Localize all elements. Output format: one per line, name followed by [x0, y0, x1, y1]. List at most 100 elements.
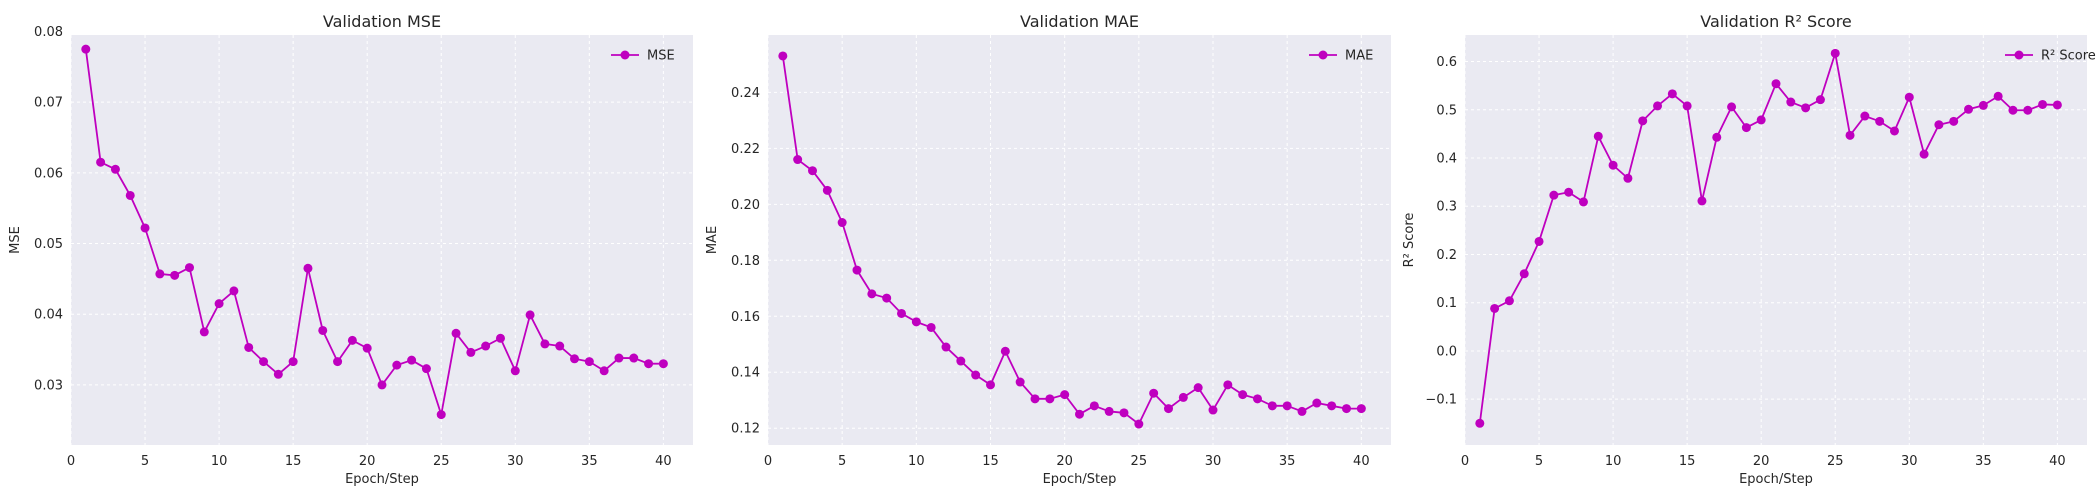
series-line	[781, 55, 1362, 425]
data-point	[421, 364, 431, 374]
data-point	[1549, 190, 1559, 200]
x-tick-label: 5	[141, 454, 149, 469]
x-axis-label: Epoch/Step	[345, 472, 419, 487]
data-point	[1697, 196, 1707, 206]
x-tick-label: 40	[2049, 454, 2066, 469]
series-line	[84, 49, 664, 416]
data-point	[1356, 404, 1366, 414]
x-tick-label: 20	[359, 454, 376, 469]
y-tick-label: 0.05	[34, 237, 63, 252]
data-point	[1904, 92, 1914, 102]
data-point	[1534, 236, 1544, 246]
data-point	[1845, 130, 1855, 140]
legend: R² Score	[2005, 49, 2096, 64]
data-point	[1712, 132, 1722, 142]
data-point	[244, 342, 254, 352]
data-point	[1000, 346, 1010, 356]
x-tick-label: 0	[1461, 454, 1469, 469]
data-point	[199, 327, 209, 337]
data-point	[1089, 401, 1099, 411]
y-tick-label: 0.08	[34, 25, 63, 40]
data-point	[1801, 103, 1811, 113]
data-point	[347, 335, 357, 345]
data-point	[1253, 394, 1262, 404]
data-point	[808, 166, 817, 176]
x-tick-label: 15	[285, 454, 302, 469]
x-axis-label: Epoch/Step	[1043, 472, 1117, 487]
y-tick-label: 0.12	[731, 422, 760, 437]
grid	[1464, 35, 2087, 445]
data-point	[1504, 296, 1514, 306]
data-point	[510, 366, 520, 376]
data-point	[1964, 104, 1974, 114]
data-point	[658, 359, 668, 369]
legend-marker	[1318, 50, 1328, 60]
data-point	[971, 370, 981, 380]
data-point	[273, 369, 283, 379]
y-tick-label: 0.6	[1436, 55, 1457, 70]
data-point	[2052, 100, 2062, 110]
data-point	[2008, 105, 2018, 115]
data-point	[303, 263, 313, 273]
data-point	[1653, 101, 1663, 111]
x-tick-label: 15	[1679, 454, 1696, 469]
y-tick-label: 0.0	[1436, 344, 1457, 359]
chart-title: Validation MAE	[1020, 12, 1139, 31]
data-point	[451, 328, 461, 338]
data-point	[629, 353, 639, 363]
data-point	[1208, 405, 1218, 415]
y-tick-label: 0.4	[1436, 152, 1457, 167]
legend-marker	[2014, 50, 2024, 60]
y-tick-label: 0.03	[34, 378, 63, 393]
data-point	[1149, 388, 1159, 398]
data-point	[1282, 401, 1292, 411]
data-point	[466, 347, 476, 357]
data-point	[956, 356, 966, 366]
data-point	[1267, 401, 1277, 411]
x-tick-label: 5	[1535, 454, 1543, 469]
y-tick-label: 0.1	[1436, 296, 1457, 311]
data-point	[1564, 187, 1574, 197]
data-point	[1919, 149, 1929, 159]
x-tick-label: 30	[1205, 454, 1222, 469]
data-point	[778, 51, 788, 61]
x-tick-label: 35	[1975, 454, 1992, 469]
data-point	[1756, 115, 1766, 125]
x-tick-label: 35	[581, 454, 598, 469]
data-point	[1342, 404, 1351, 414]
y-tick-label: −0.1	[1425, 393, 1457, 408]
data-point	[288, 357, 298, 367]
data-point	[837, 218, 847, 228]
data-point	[1667, 89, 1677, 99]
data-point	[1045, 394, 1055, 404]
x-tick-label: 0	[67, 454, 75, 469]
data-point	[1889, 126, 1899, 136]
data-point	[1623, 173, 1633, 183]
data-point	[1193, 383, 1203, 393]
data-point	[1178, 392, 1188, 402]
data-point	[1164, 404, 1173, 414]
data-point	[481, 341, 491, 351]
data-point	[1786, 97, 1796, 107]
x-tick-label: 25	[1827, 454, 1844, 469]
data-point	[793, 155, 803, 165]
data-point	[555, 341, 565, 351]
data-point	[1519, 269, 1529, 279]
data-point	[495, 333, 505, 343]
data-point	[570, 354, 580, 364]
data-point	[897, 308, 906, 318]
data-point	[1238, 390, 1248, 400]
y-tick-label: 0.22	[731, 142, 760, 157]
x-tick-label: 35	[1279, 454, 1296, 469]
data-point	[377, 380, 387, 390]
data-point	[1727, 102, 1737, 112]
data-point	[822, 185, 832, 195]
data-point	[1638, 116, 1648, 126]
legend-label: R² Score	[2041, 49, 2096, 64]
x-axis-label: Epoch/Step	[1739, 472, 1813, 487]
legend: MAE	[1309, 49, 1373, 64]
data-point	[1297, 406, 1307, 416]
data-point	[1949, 116, 1959, 126]
data-point	[1119, 408, 1129, 418]
data-point	[1578, 197, 1588, 207]
